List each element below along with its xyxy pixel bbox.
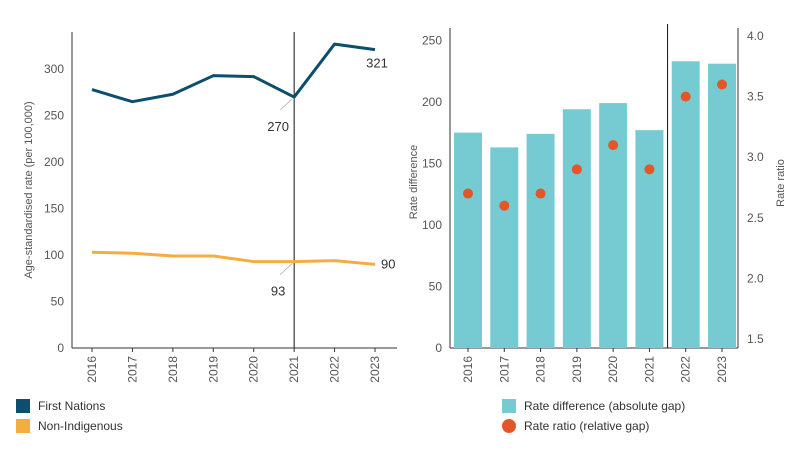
y-tick-label: 100 [422,218,442,232]
y2-tick-label: 3.0 [747,150,764,164]
point-rate-ratio [717,79,727,90]
bar-rate-difference [599,103,628,348]
point-rate-ratio [608,140,619,151]
bar-rate-difference [454,132,482,348]
y-tick-label: 0 [57,341,64,355]
point-rate-ratio [644,164,655,175]
right-bar-chart: 0 50 100 150 200 250 1.5 2.0 2.5 3.0 3.5 4.0 Rate di… [408,24,787,383]
x-tick-label: 2023 [715,356,729,383]
y2-axis-title: Rate ratio [775,159,787,207]
x-tick-label: 2018 [166,356,180,383]
y-tick-label: 50 [429,279,443,293]
series-line-first-nations [91,42,376,104]
data-label: 93 [271,284,285,299]
bar-rate-difference [635,130,664,348]
x-tick-label: 2020 [606,356,620,383]
bar-rate-difference [562,109,591,348]
legend-rate-difference[interactable]: Rate difference (absolute gap) [502,399,685,413]
point-rate-ratio [463,188,473,199]
annotation-leader [279,263,293,275]
y2-tick-label: 1.5 [747,332,764,346]
legend-swatch-rate-difference [502,399,516,413]
y2-tick-label: 4.0 [747,29,764,43]
y2-tick-label: 2.0 [747,271,764,285]
x-tick-label: 2023 [368,356,382,383]
y-tick-label: 250 [44,109,64,123]
bar-rate-difference [526,133,555,348]
point-rate-ratio [571,164,582,175]
legend-non-indigenous[interactable]: Non-Indigenous [16,419,123,433]
y-tick-label: 150 [422,156,442,170]
data-label: 270 [267,119,289,134]
y-tick-label: 200 [44,155,64,169]
x-tick-label: 2022 [328,356,342,383]
y-tick-label: 200 [422,95,442,109]
x-tick-label: 2017 [497,356,511,383]
bar-rate-difference [708,63,736,348]
y-tick-label: 250 [422,33,442,47]
x-tick-label: 2018 [534,356,548,383]
x-tick-label: 2019 [570,356,584,383]
legend-label-rate-difference: Rate difference (absolute gap) [524,399,686,413]
y-tick-label: 150 [44,202,64,216]
y-tick-label: 300 [44,62,64,76]
x-tick-label: 2016 [461,356,475,383]
x-tick-label: 2022 [679,356,693,383]
legend-swatch-first-nations [16,399,30,413]
y-tick-label: 100 [44,248,64,262]
left-line-chart: 0 50 100 150 200 250 300 2016 2017 2018 2019 2020 20… [23,32,397,383]
legend-swatch-non-indigenous [16,419,30,433]
x-tick-label: 2017 [125,356,139,383]
point-rate-ratio [680,91,691,102]
bar-rate-difference [490,147,519,348]
y2-tick-label: 2.5 [747,211,764,225]
series-line-non-indigenous [91,250,376,266]
x-tick-label: 2021 [287,356,301,383]
y-tick-label: 0 [435,341,442,355]
y-tick-label: 50 [51,295,65,309]
legend-rate-ratio[interactable]: Rate ratio (relative gap) [502,419,649,433]
legend-label-non-indigenous: Non-Indigenous [38,419,123,433]
x-tick-label: 2021 [642,356,656,383]
y-axis-title: Age-standardised rate (per 100,000) [23,101,35,278]
legend-label-rate-ratio: Rate ratio (relative gap) [524,419,650,433]
legend-first-nations[interactable]: First Nations [16,399,105,413]
point-rate-ratio [535,188,546,199]
annotation-leader [279,98,293,111]
x-tick-label: 2020 [247,356,261,383]
legend-swatch-rate-ratio [502,419,516,433]
x-tick-label: 2016 [85,356,99,383]
legend-label-first-nations: First Nations [38,399,106,413]
y2-tick-label: 3.5 [747,90,764,104]
y-axis-title: Rate difference [408,145,420,219]
point-rate-ratio [499,200,510,211]
x-tick-label: 2019 [206,356,220,383]
data-label: 321 [366,56,388,71]
bar-rate-difference [671,61,700,348]
data-label: 90 [381,256,395,271]
